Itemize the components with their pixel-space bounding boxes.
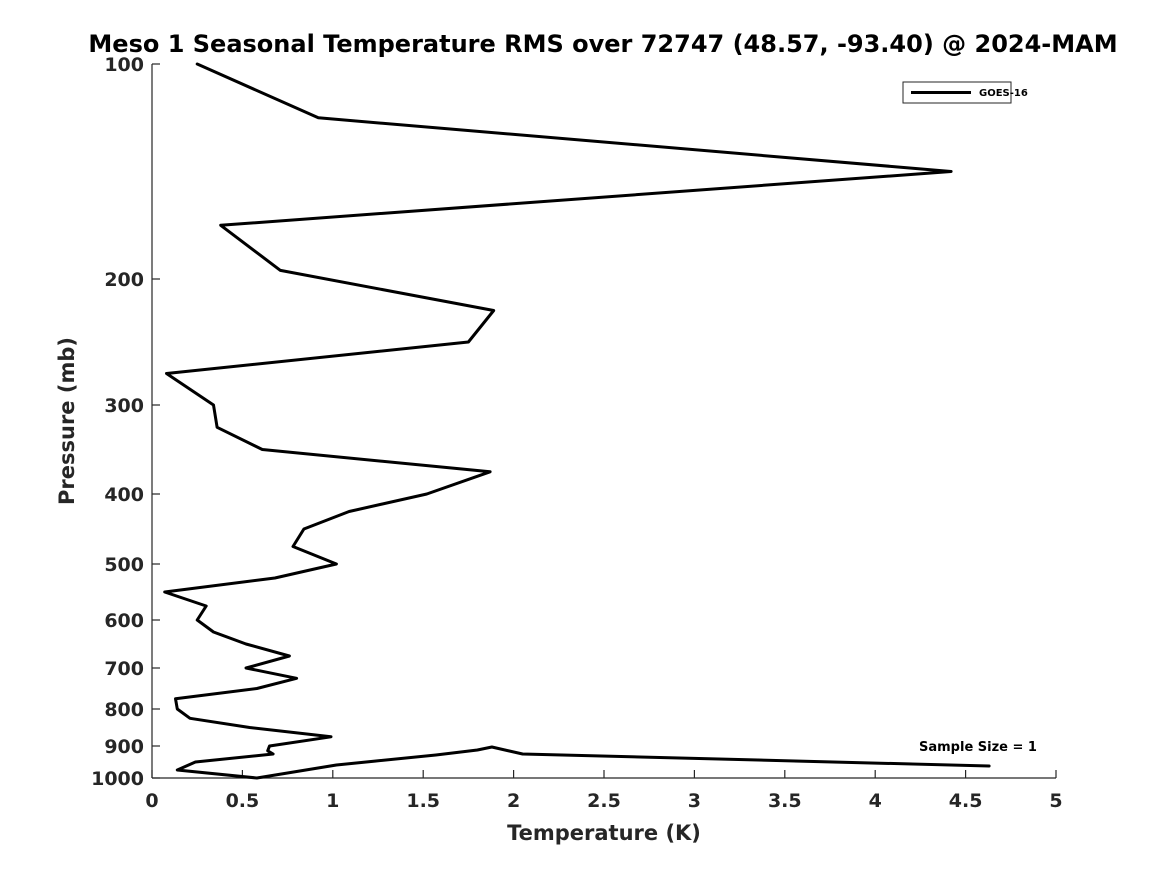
x-tick-label: 2.5: [587, 790, 621, 812]
y-tick-label: 500: [104, 554, 144, 576]
legend-label-goes-16: GOES-16: [979, 88, 1028, 99]
series-layer: [163, 62, 991, 780]
y-tick-label: 100: [104, 54, 144, 76]
x-tick-label: 2: [507, 790, 520, 812]
y-axis-label: Pressure (mb): [55, 337, 79, 505]
y-tick-label: 600: [104, 610, 144, 632]
y-tick-label: 1000: [91, 768, 144, 790]
legend: GOES-16: [902, 81, 1028, 104]
x-tick-label: 5: [1049, 790, 1062, 812]
series-line-goes-16: [163, 62, 991, 780]
y-ticks: 100 200 300 400 500 600 700 800 900 1000: [91, 54, 160, 790]
y-tick-label: 800: [104, 699, 144, 721]
x-tick-label: 0.5: [226, 790, 260, 812]
sample-size-annotation: Sample Size = 1: [919, 740, 1037, 755]
axes: [151, 64, 1056, 779]
x-axis-label: Temperature (K): [507, 821, 701, 845]
y-tick-label: 400: [104, 484, 144, 506]
x-tick-label: 4.5: [949, 790, 983, 812]
x-ticks: 0 0.5 1 1.5 2 2.5 3 3.5 4 4.5 5: [145, 770, 1063, 812]
chart-title: Meso 1 Seasonal Temperature RMS over 727…: [88, 30, 1117, 58]
y-tick-label: 900: [104, 736, 144, 758]
x-tick-label: 0: [145, 790, 158, 812]
x-tick-label: 3: [688, 790, 701, 812]
x-tick-label: 1: [326, 790, 339, 812]
y-tick-label: 300: [104, 395, 144, 417]
x-tick-label: 1.5: [406, 790, 440, 812]
y-tick-label: 200: [104, 269, 144, 291]
x-tick-label: 3.5: [768, 790, 802, 812]
x-tick-label: 4: [869, 790, 882, 812]
y-tick-label: 700: [104, 658, 144, 680]
